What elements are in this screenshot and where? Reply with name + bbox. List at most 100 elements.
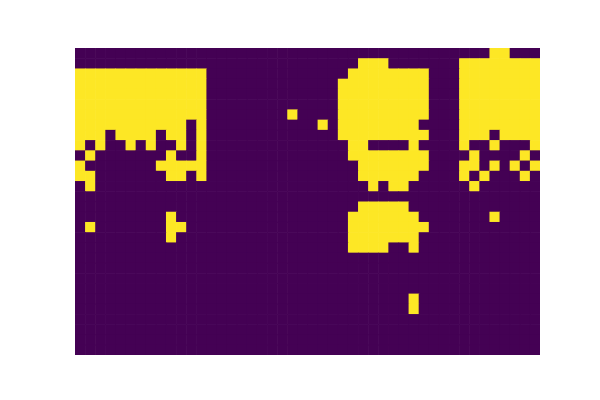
cell xyxy=(368,324,379,335)
cell xyxy=(287,314,298,325)
cell xyxy=(227,294,238,305)
cell xyxy=(95,89,106,100)
cell xyxy=(459,181,470,192)
cell xyxy=(358,345,369,355)
cell xyxy=(247,253,258,264)
cell xyxy=(75,202,86,213)
cell xyxy=(338,253,349,264)
cell xyxy=(267,140,278,151)
cell xyxy=(115,99,126,110)
cell xyxy=(166,130,177,141)
cell xyxy=(277,253,288,264)
cell xyxy=(247,202,258,213)
cell xyxy=(378,58,389,69)
cell xyxy=(469,242,480,253)
cell xyxy=(479,181,490,192)
cell xyxy=(459,253,470,264)
cell xyxy=(409,335,420,346)
cell xyxy=(419,222,430,233)
cell xyxy=(338,345,349,355)
cell xyxy=(328,294,339,305)
cell xyxy=(217,99,228,110)
cell xyxy=(489,161,500,172)
cell xyxy=(328,130,339,141)
cell xyxy=(115,202,126,213)
cell xyxy=(156,79,167,90)
cell xyxy=(358,202,369,213)
cell xyxy=(247,232,258,243)
cell xyxy=(247,58,258,69)
cell xyxy=(318,222,329,233)
cell xyxy=(126,253,137,264)
cell xyxy=(439,79,450,90)
cell xyxy=(358,222,369,233)
cell xyxy=(469,335,480,346)
cell xyxy=(186,79,197,90)
cell xyxy=(489,140,500,151)
cell xyxy=(398,273,409,284)
cell xyxy=(277,304,288,315)
cell xyxy=(146,191,157,202)
cell xyxy=(308,304,319,315)
cell xyxy=(277,294,288,305)
cell xyxy=(257,99,268,110)
cell xyxy=(115,232,126,243)
cell xyxy=(510,314,521,325)
cell xyxy=(500,283,511,294)
cell xyxy=(186,171,197,182)
cell xyxy=(237,242,248,253)
cell xyxy=(267,345,278,355)
cell xyxy=(439,335,450,346)
cell xyxy=(217,253,228,264)
cell xyxy=(287,109,298,120)
cell xyxy=(136,253,147,264)
cell xyxy=(115,304,126,315)
cell xyxy=(105,58,116,69)
cell xyxy=(449,150,460,161)
cell xyxy=(126,89,137,100)
cell xyxy=(297,99,308,110)
cell xyxy=(75,171,86,182)
cell xyxy=(388,130,399,141)
cell xyxy=(530,161,540,172)
cell xyxy=(95,304,106,315)
cell xyxy=(439,68,450,79)
cell xyxy=(469,99,480,110)
cell xyxy=(217,304,228,315)
cell xyxy=(186,222,197,233)
cell xyxy=(105,120,116,131)
cell xyxy=(146,161,157,172)
cell xyxy=(85,58,96,69)
cell xyxy=(409,232,420,243)
cell xyxy=(277,58,288,69)
cell xyxy=(500,99,511,110)
cell xyxy=(459,109,470,120)
cell xyxy=(469,171,480,182)
cell xyxy=(500,294,511,305)
cell xyxy=(166,202,177,213)
cell xyxy=(277,273,288,284)
cell xyxy=(115,294,126,305)
cell xyxy=(500,242,511,253)
cell xyxy=(348,232,359,243)
cell xyxy=(186,314,197,325)
cell xyxy=(105,294,116,305)
cell xyxy=(419,150,430,161)
cell xyxy=(409,222,420,233)
cell xyxy=(348,89,359,100)
cell xyxy=(520,130,531,141)
cell xyxy=(247,222,258,233)
cell xyxy=(439,89,450,100)
cell xyxy=(358,79,369,90)
cell xyxy=(186,181,197,192)
cell xyxy=(277,212,288,223)
cell xyxy=(388,263,399,274)
cell xyxy=(277,150,288,161)
cell xyxy=(136,48,147,59)
cell xyxy=(176,232,187,243)
cell xyxy=(368,335,379,346)
cell xyxy=(297,294,308,305)
cell xyxy=(297,202,308,213)
cell xyxy=(136,191,147,202)
cell xyxy=(75,345,86,355)
